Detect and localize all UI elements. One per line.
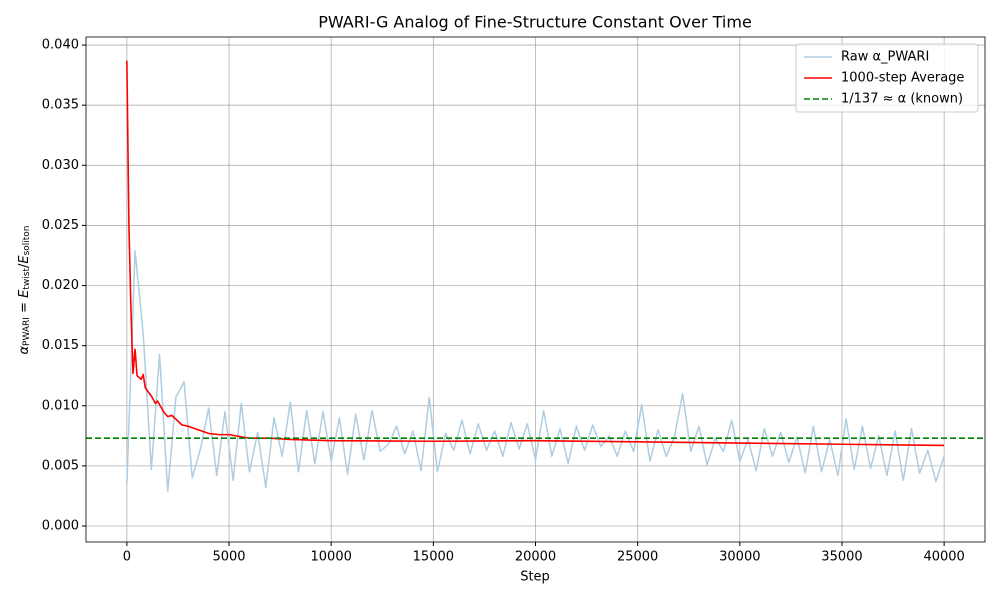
y-tick-label: 0.035 (42, 98, 79, 113)
y-axis-label-part: E (17, 289, 32, 298)
x-axis-label: Step (520, 570, 550, 585)
y-tick-label: 0.015 (42, 338, 79, 353)
y-tick-label: 0.025 (42, 218, 79, 233)
y-tick-label: 0.040 (42, 38, 79, 53)
y-axis-label: αPWARI = Etwist/Esoliton (17, 225, 33, 354)
y-axis-label-part: soliton (22, 225, 32, 255)
y-axis-label-part: PWARI (22, 317, 32, 346)
series-line (126, 60, 945, 447)
x-tick-label: 30000 (719, 550, 760, 565)
x-tick-label: 15000 (413, 550, 454, 565)
y-tick-label: 0.010 (42, 398, 79, 413)
chart-title: PWARI-G Analog of Fine-Structure Constan… (318, 13, 752, 32)
y-axis-label-part: α (17, 346, 32, 355)
plot-frame (85, 36, 986, 543)
y-axis-label-part: = (17, 298, 32, 317)
y-axis-label-part: / (17, 263, 32, 268)
x-tick-label: 25000 (617, 550, 658, 565)
y-tick-label: 0.005 (42, 458, 79, 473)
x-tick-label: 40000 (923, 550, 964, 565)
x-tick-label: 20000 (515, 550, 556, 565)
series-line (126, 249, 945, 492)
y-tick-label: 0.020 (42, 278, 79, 293)
legend-label: 1000-step Average (841, 71, 964, 86)
legend-label: Raw α_PWARI (841, 50, 929, 65)
x-tick-label: 35000 (821, 550, 862, 565)
y-tick-label: 0.030 (42, 158, 79, 173)
x-tick-label: 5000 (212, 550, 245, 565)
x-tick-label: 0 (123, 550, 131, 565)
legend-label: 1/137 ≈ α (known) (841, 92, 963, 107)
y-axis-label-part: E (17, 255, 32, 264)
legend-box (795, 43, 979, 113)
x-tick-label: 10000 (311, 550, 352, 565)
y-tick-label: 0.000 (42, 519, 79, 534)
y-axis-label-part: twist (22, 268, 32, 290)
